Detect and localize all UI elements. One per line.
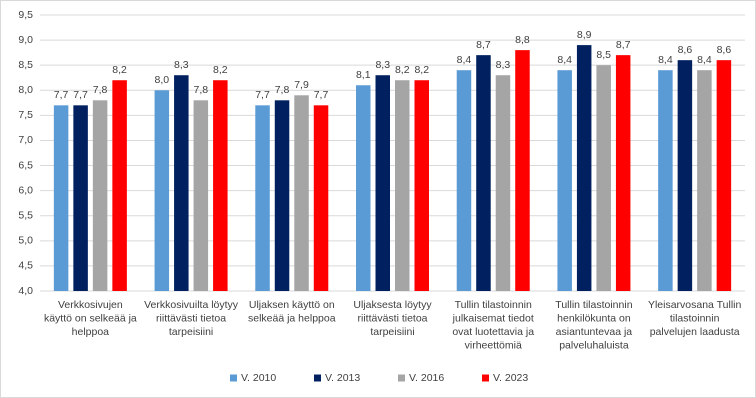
bar <box>193 100 209 292</box>
x-tick-label: Uljaksesta löytyy <box>353 299 432 311</box>
bar <box>456 70 472 291</box>
value-label: 7,8 <box>275 84 290 96</box>
value-label: 8,4 <box>697 54 712 66</box>
value-label: 8,2 <box>213 64 228 76</box>
x-tick-label: tarpeisiini <box>169 326 213 338</box>
bar <box>112 80 127 292</box>
x-tick-label: riittävästi tietoa <box>156 312 226 324</box>
x-tick-label: henkilökunta on <box>557 312 631 324</box>
value-label: 8,6 <box>678 44 693 56</box>
bar <box>576 45 592 291</box>
value-label: 7,9 <box>294 79 309 91</box>
bar <box>73 105 88 291</box>
legend-label: V. 2013 <box>325 372 360 384</box>
value-label: 7,8 <box>93 84 108 96</box>
bar <box>658 70 673 291</box>
value-label: 8,3 <box>174 59 189 71</box>
y-tick-label: 5,5 <box>18 210 33 222</box>
value-label: 8,4 <box>658 54 673 66</box>
bar <box>515 50 530 291</box>
bar <box>395 80 410 292</box>
x-tick-label: Yleisarvosana Tullin <box>648 299 742 311</box>
x-tick-label: helppoa <box>72 326 110 338</box>
legend-label: V. 2016 <box>409 372 444 384</box>
value-label: 7,7 <box>73 89 88 101</box>
value-label: 8,2 <box>112 64 127 76</box>
y-tick-label: 8,0 <box>18 84 33 96</box>
bar <box>615 55 631 292</box>
value-label: 8,0 <box>155 74 170 86</box>
bar <box>174 75 189 291</box>
x-tick-label: Uljaksen käyttö on <box>249 299 335 311</box>
bar <box>213 80 228 292</box>
x-tick-label: julkaisemat tiedot <box>452 312 534 324</box>
x-tick-label: riittävästi tietoa <box>357 312 427 324</box>
value-label: 7,7 <box>255 89 270 101</box>
value-label: 8,3 <box>496 59 511 71</box>
bar <box>375 75 390 291</box>
value-label: 7,7 <box>314 89 329 101</box>
legend-swatch <box>398 374 405 382</box>
y-tick-label: 4,0 <box>18 285 33 297</box>
value-label: 8,4 <box>557 54 572 66</box>
value-label: 8,2 <box>395 64 410 76</box>
x-tick-label: Verkkosivujen <box>58 299 123 311</box>
bar <box>677 60 693 291</box>
x-tick-label: tilastoinnin <box>670 312 720 324</box>
legend-swatch <box>482 374 489 382</box>
value-label: 8,7 <box>476 39 491 51</box>
value-label: 8,4 <box>457 54 472 66</box>
x-tick-label: tarpeisiini <box>370 326 414 338</box>
bar <box>274 100 290 292</box>
x-tick-label: ovat luotettavia ja <box>452 326 534 338</box>
value-label: 8,8 <box>515 34 530 46</box>
y-tick-label: 9,0 <box>18 34 33 46</box>
y-tick-label: 6,0 <box>18 184 33 196</box>
value-label: 7,7 <box>54 89 69 101</box>
bar <box>697 70 712 291</box>
x-tick-label: Verkkosivuilta löytyy <box>144 299 239 311</box>
x-tick-label: palveluhaluista <box>559 339 629 351</box>
y-tick-label: 7,5 <box>18 109 33 121</box>
value-label: 8,2 <box>414 64 429 76</box>
y-tick-label: 5,0 <box>18 235 33 247</box>
value-label: 8,9 <box>577 29 592 41</box>
bar <box>313 105 329 291</box>
y-tick-label: 7,0 <box>18 134 33 146</box>
x-tick-label: Tullin tilastoinnin <box>455 299 532 311</box>
bar <box>476 55 491 292</box>
bar <box>557 70 572 291</box>
x-tick-label: Tullin tilastoinnin <box>555 299 632 311</box>
y-tick-label: 6,5 <box>18 159 33 171</box>
value-label: 8,3 <box>375 59 390 71</box>
y-tick-label: 9,5 <box>18 9 33 21</box>
legend-swatch <box>230 374 237 382</box>
x-tick-label: virheettömiä <box>465 339 522 351</box>
x-tick-label: asiantuntevaa ja <box>556 326 633 338</box>
bar <box>356 85 371 291</box>
bar <box>92 100 108 292</box>
x-tick-label: selkeää ja helppoa <box>248 312 336 324</box>
legend-swatch <box>314 374 321 382</box>
bar <box>255 105 270 291</box>
bar <box>596 65 611 291</box>
value-label: 8,7 <box>616 39 631 51</box>
bar <box>154 90 170 291</box>
legend-label: V. 2023 <box>493 372 528 384</box>
bar <box>495 75 511 291</box>
y-tick-label: 8,5 <box>18 59 33 71</box>
x-tick-label: käyttö on selkeää ja <box>44 312 137 324</box>
bar <box>294 95 309 291</box>
y-tick-label: 4,5 <box>18 260 33 272</box>
value-label: 8,1 <box>356 69 371 81</box>
value-label: 8,5 <box>596 49 611 61</box>
bar <box>53 105 69 291</box>
x-tick-label: palvelujen laadusta <box>650 326 740 338</box>
value-label: 7,8 <box>194 84 209 96</box>
bar <box>716 60 732 291</box>
bar <box>414 80 429 292</box>
legend-label: V. 2010 <box>241 372 276 384</box>
value-label: 8,6 <box>717 44 732 56</box>
